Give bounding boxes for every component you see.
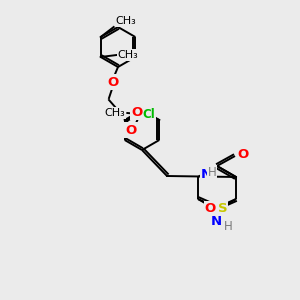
Text: H: H: [224, 220, 233, 233]
Text: O: O: [107, 76, 118, 88]
Text: CH₃: CH₃: [118, 50, 138, 60]
Text: S: S: [218, 202, 228, 214]
Text: Cl: Cl: [143, 109, 155, 122]
Text: H: H: [208, 166, 217, 178]
Text: CH₃: CH₃: [105, 108, 125, 118]
Text: O: O: [131, 106, 142, 119]
Text: CH₃: CH₃: [116, 16, 136, 26]
Text: O: O: [237, 148, 248, 161]
Text: O: O: [205, 202, 216, 214]
Text: O: O: [125, 124, 136, 136]
Text: N: N: [210, 215, 222, 228]
Text: N: N: [201, 169, 212, 182]
